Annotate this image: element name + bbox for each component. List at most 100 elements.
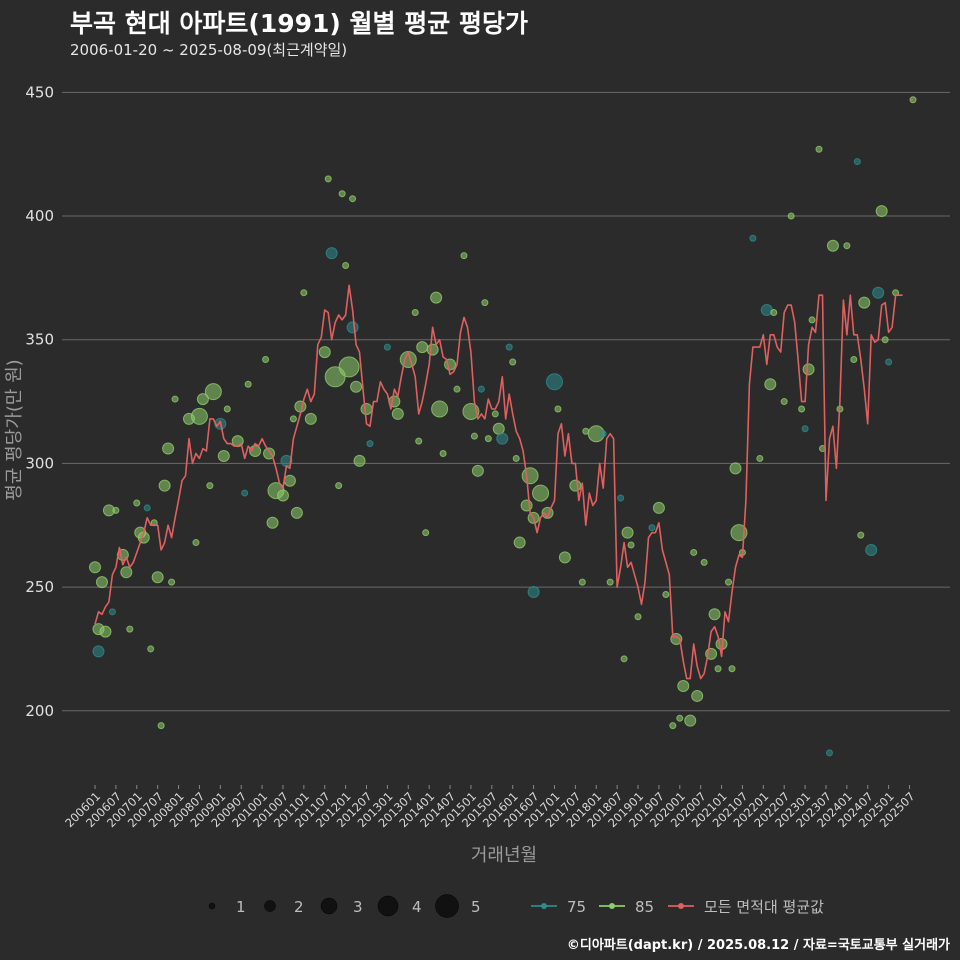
data-point-85 (431, 400, 449, 418)
data-point-75 (648, 524, 656, 532)
data-point-85 (416, 341, 429, 354)
data-point-75 (477, 385, 485, 393)
data-point-75 (865, 543, 878, 556)
data-point-85 (158, 479, 171, 492)
data-point-85 (190, 407, 208, 425)
data-point-75 (366, 440, 374, 448)
data-point-85 (350, 380, 363, 393)
data-point-85 (513, 536, 526, 549)
data-point-85 (677, 680, 690, 693)
data-point-85 (426, 343, 439, 356)
data-point-85 (415, 437, 423, 445)
legend-size-label: 3 (353, 898, 363, 916)
data-point-85 (780, 398, 788, 406)
data-point-85 (342, 261, 350, 269)
data-point-85 (338, 356, 360, 378)
data-point-85 (881, 336, 889, 344)
data-point-75 (92, 645, 105, 658)
data-point-85 (168, 578, 176, 586)
data-point-75 (241, 489, 249, 497)
data-point-75 (872, 286, 885, 299)
data-point-85 (266, 516, 279, 529)
data-point-85 (725, 578, 733, 586)
data-point-85 (669, 722, 677, 730)
legend-series-label: 85 (635, 898, 654, 916)
data-point-85 (627, 541, 635, 549)
data-point-85 (289, 415, 297, 423)
legend-size-label: 5 (471, 898, 481, 916)
data-point-75 (108, 608, 116, 616)
legend-series-label: 75 (567, 898, 586, 916)
y-tick-label: 300 (25, 454, 54, 472)
data-point-85 (318, 346, 331, 359)
data-point-85 (324, 175, 332, 183)
legend-size-label: 4 (412, 898, 422, 916)
data-point-85 (700, 558, 708, 566)
data-point-85 (843, 242, 851, 250)
data-point-85 (620, 655, 628, 663)
data-point-85 (147, 645, 155, 653)
legend-size-label: 2 (294, 898, 304, 916)
data-point-85 (634, 613, 642, 621)
chart-title: 부곡 현대 아파트(1991) 월별 평균 평당가 (70, 9, 528, 38)
data-point-85 (729, 462, 742, 475)
data-point-75 (325, 247, 338, 260)
data-point-85 (192, 539, 200, 547)
data-point-85 (171, 395, 179, 403)
data-point-85 (439, 450, 447, 458)
data-point-85 (492, 422, 505, 435)
data-point-85 (798, 405, 806, 413)
x-axis-title: 거래년월 (471, 845, 537, 866)
data-point-85 (157, 722, 165, 730)
legend-dot-2 (678, 903, 684, 909)
data-point-85 (262, 355, 270, 363)
data-point-85 (162, 442, 175, 455)
data-point-85 (470, 432, 478, 440)
data-point-75 (749, 234, 757, 242)
data-point-85 (808, 316, 816, 324)
legend-size-2 (264, 900, 276, 912)
average-line (94, 284, 903, 680)
data-point-75 (545, 373, 563, 391)
data-point-75 (853, 158, 861, 166)
data-point-75 (825, 749, 833, 757)
y-tick-label: 400 (25, 207, 54, 225)
data-point-85 (290, 506, 303, 519)
data-point-85 (204, 383, 222, 401)
data-point-85 (491, 410, 499, 418)
data-point-85 (126, 625, 134, 633)
data-point-85 (684, 714, 697, 727)
data-point-85 (335, 482, 343, 490)
y-tick-label: 450 (25, 83, 54, 101)
data-point-85 (453, 385, 461, 393)
data-point-85 (391, 407, 404, 420)
data-point-85 (133, 499, 141, 507)
data-point-85 (338, 190, 346, 198)
data-point-85 (606, 578, 614, 586)
data-point-85 (509, 358, 517, 366)
data-point-85 (764, 378, 777, 391)
data-point-75 (383, 343, 391, 351)
data-point-85 (875, 205, 888, 218)
legend-size-5 (435, 894, 459, 918)
data-point-85 (569, 479, 582, 492)
data-point-85 (532, 484, 550, 502)
data-point-85 (430, 291, 443, 304)
data-point-85 (521, 467, 539, 485)
data-point-85 (484, 435, 492, 443)
data-point-75 (599, 430, 607, 438)
data-point-85 (662, 591, 670, 599)
data-point-85 (714, 665, 722, 673)
legend-dot-0 (541, 903, 547, 909)
data-point-85 (652, 501, 665, 514)
legend-size-3 (320, 897, 338, 915)
data-point-75 (143, 504, 151, 512)
data-point-85 (460, 252, 468, 260)
data-point-75 (527, 586, 540, 599)
data-point-85 (151, 571, 164, 584)
y-axis-title: 평균 평당가(만 원) (4, 359, 25, 500)
source-caption: ©디아파트(dapt.kr) / 2025.08.12 / 자료=국토교통부 실… (566, 938, 950, 953)
data-point-75 (617, 494, 625, 502)
legend-dot-1 (609, 903, 615, 909)
